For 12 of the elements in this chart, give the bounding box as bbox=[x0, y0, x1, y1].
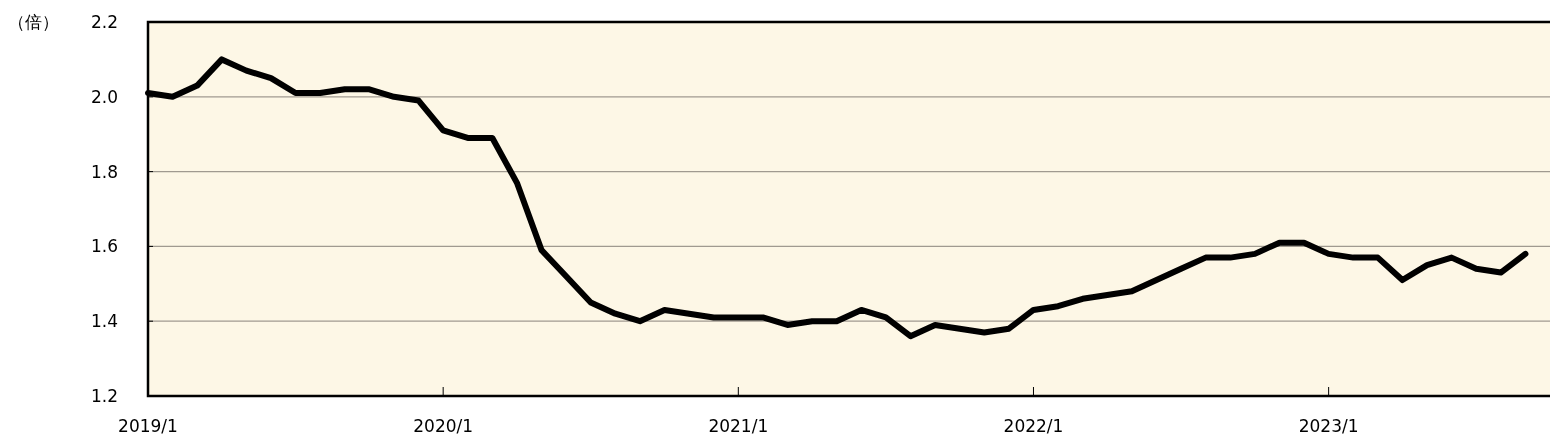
y-tick-label: 1.2 bbox=[90, 386, 118, 406]
y-tick-label: 1.8 bbox=[90, 161, 118, 182]
y-tick-label: 2.2 bbox=[90, 12, 118, 32]
y-tick-label: 1.6 bbox=[90, 236, 118, 257]
y-tick-label: 1.4 bbox=[90, 311, 118, 332]
x-tick-label: 2022/1 bbox=[1003, 416, 1064, 436]
x-tick-label: 2021/1 bbox=[708, 416, 769, 436]
x-tick-label: 2023/1 bbox=[1298, 416, 1359, 436]
y-tick-label: 2.0 bbox=[90, 86, 118, 107]
x-tick-label: 2019/1 bbox=[118, 416, 178, 436]
x-tick-label: 2020/1 bbox=[413, 416, 474, 436]
y-axis-title: （倍） bbox=[8, 12, 59, 32]
